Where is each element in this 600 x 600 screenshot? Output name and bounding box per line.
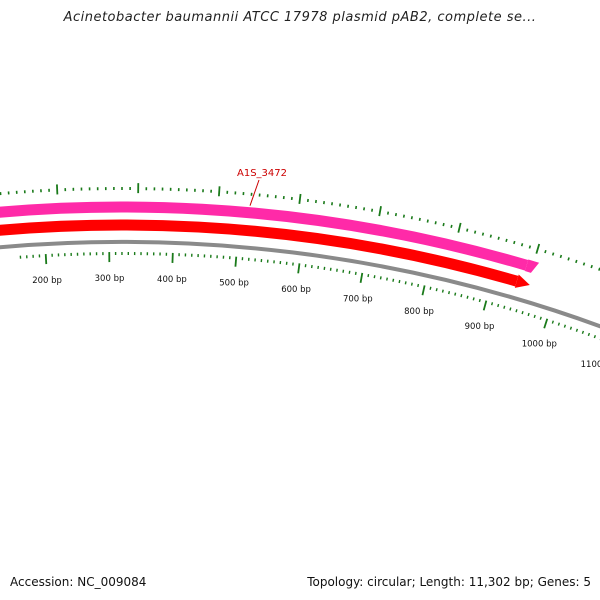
tick-label: 500 bp <box>219 279 249 289</box>
outer-tick <box>426 219 429 223</box>
gene-arrow-pink-head[interactable] <box>524 259 540 273</box>
tick-label-group: 200 bp 300 bp 400 bp 500 bp 600 bp 700 bp 800 … <box>32 274 600 370</box>
outer-tick <box>481 232 485 236</box>
inner-tick <box>398 279 401 284</box>
inner-tick <box>478 298 481 303</box>
outer-tick <box>497 236 500 240</box>
inner-tick <box>421 285 426 296</box>
tick-label: 600 bp <box>281 285 311 295</box>
outer-tick <box>575 259 578 264</box>
gene-arrow-pink[interactable] <box>0 201 529 271</box>
outer-tick <box>551 252 555 256</box>
inner-tick <box>551 320 554 324</box>
outer-tick <box>544 249 547 254</box>
outer-tick <box>535 243 541 254</box>
tick-label: 700 bp <box>343 295 373 305</box>
outer-tick <box>520 243 524 247</box>
inner-tick-ring <box>19 251 600 341</box>
gene-label[interactable]: A1S_3472 <box>237 168 287 179</box>
inner-tick <box>587 332 591 337</box>
inner-tick <box>367 273 370 278</box>
inner-tick <box>354 271 357 275</box>
inner-tick <box>404 281 407 285</box>
inner-tick <box>527 312 530 317</box>
outer-tick <box>489 234 492 238</box>
inner-tick <box>297 263 301 274</box>
outer-tick <box>513 240 516 245</box>
outer-tick <box>559 254 563 259</box>
outer-tick <box>457 222 462 233</box>
outer-tick <box>363 207 366 211</box>
inner-tick <box>44 254 48 265</box>
summary-text: Topology: circular; Length: 11,302 bp; G… <box>307 575 591 589</box>
inner-tick <box>539 316 542 320</box>
outer-tick <box>434 221 437 225</box>
inner-tick <box>482 300 488 311</box>
tick-label: 300 bp <box>95 274 125 284</box>
inner-tick <box>497 303 500 308</box>
outer-tick <box>418 217 421 222</box>
tick-label: 200 bp <box>32 276 62 286</box>
inner-tick <box>515 309 518 313</box>
outer-tick <box>402 214 406 218</box>
map-title: Acinetobacter baumannii ATCC 17978 plasm… <box>63 10 537 25</box>
inner-tick <box>575 328 579 332</box>
outer-tick <box>582 262 586 266</box>
inner-tick <box>454 292 457 296</box>
accession-text: Accession: NC_009084 <box>10 575 147 589</box>
tick-label: 900 bp <box>465 322 495 332</box>
inner-tick <box>386 277 388 281</box>
inner-tick <box>410 282 413 286</box>
gene-label-leader <box>249 179 260 206</box>
outer-tick <box>371 208 374 212</box>
inner-tick <box>417 283 420 288</box>
outer-tick-ring <box>0 183 600 271</box>
tick-label: 1100 bp <box>581 360 600 370</box>
outer-tick <box>567 257 570 261</box>
tick-label: 800 bp <box>404 307 434 317</box>
gene-arrow-red-head[interactable] <box>514 274 530 288</box>
tick-label: 1000 bp <box>522 340 557 350</box>
tick-label: 400 bp <box>157 275 187 285</box>
inner-tick <box>429 286 432 290</box>
inner-tick <box>557 322 561 326</box>
inner-tick <box>472 297 475 301</box>
gene-arrow-red[interactable] <box>0 219 519 287</box>
inner-tick <box>509 307 512 311</box>
inner-tick <box>379 276 382 280</box>
outer-tick <box>473 230 477 234</box>
inner-tick <box>441 289 444 293</box>
outer-tick <box>386 211 390 215</box>
inner-tick <box>581 330 585 334</box>
inner-tick <box>435 288 438 292</box>
backbone-ring <box>0 240 600 329</box>
outer-tick <box>590 264 593 269</box>
inner-tick <box>373 275 376 279</box>
inner-tick <box>543 318 549 329</box>
inner-tick <box>503 305 506 309</box>
inner-tick <box>593 334 597 339</box>
outer-tick <box>218 186 221 197</box>
inner-tick <box>392 278 395 282</box>
inner-tick <box>460 294 463 298</box>
inner-tick <box>234 256 238 267</box>
inner-tick <box>563 324 567 328</box>
outer-tick <box>466 228 469 232</box>
outer-tick <box>442 222 445 227</box>
outer-tick <box>378 206 382 217</box>
outer-tick <box>528 245 532 249</box>
inner-tick <box>569 326 573 330</box>
outer-tick <box>394 212 398 217</box>
outer-tick <box>505 238 508 243</box>
outer-tick <box>410 216 413 220</box>
inner-tick <box>490 302 494 306</box>
inner-tick <box>448 290 451 295</box>
outer-tick <box>450 224 453 229</box>
outer-tick <box>298 193 302 205</box>
inner-tick <box>521 310 524 315</box>
inner-tick <box>359 272 364 283</box>
inner-tick <box>466 295 469 299</box>
inner-tick <box>533 314 536 318</box>
